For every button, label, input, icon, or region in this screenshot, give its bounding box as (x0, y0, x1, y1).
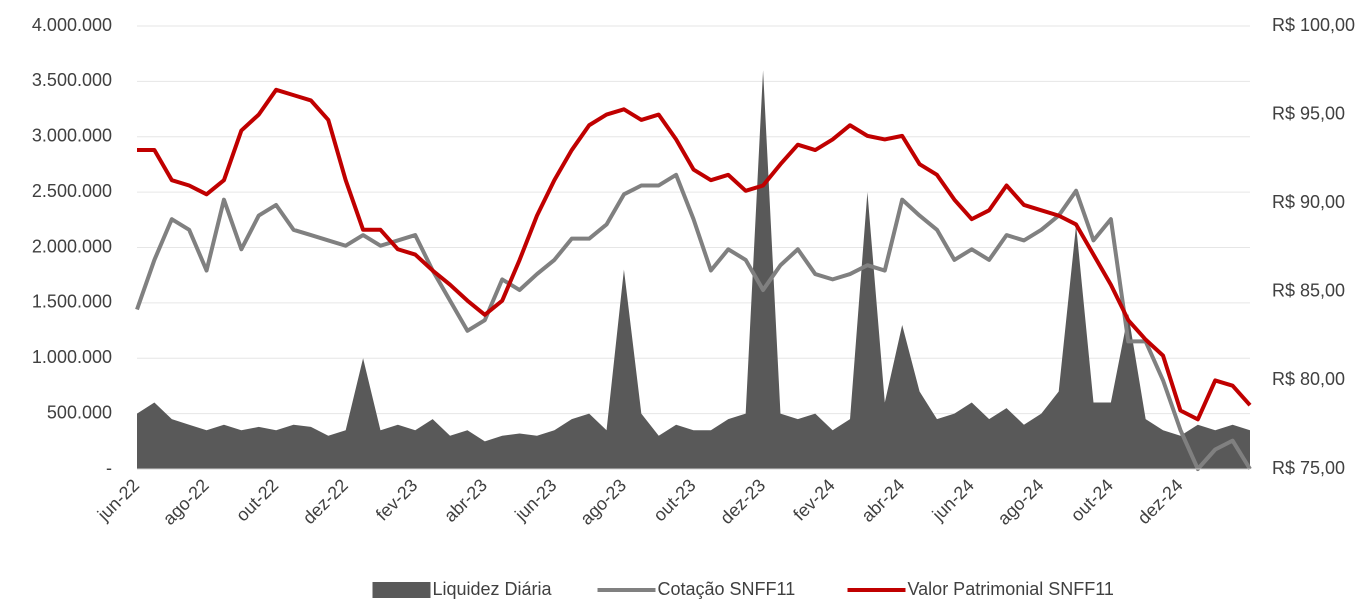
line (135, 172, 1252, 471)
y-tick-label: 1.000.000 (32, 347, 112, 367)
y-tick-label: 4.000.000 (32, 15, 112, 35)
y-tick-label: 1.500.000 (32, 292, 112, 312)
area (137, 70, 1250, 470)
x-tick-label: jun-24 (928, 475, 978, 525)
legend-label: Valor Patrimonial SNFF11 (908, 579, 1114, 599)
line (137, 87, 1252, 422)
y2-tick-label: R$ 75,00 (1272, 458, 1345, 478)
y-tick-label: - (106, 458, 112, 478)
y-tick-label: 2.500.000 (32, 181, 112, 201)
x-tick-label: ago-23 (576, 475, 630, 529)
y2-tick-label: R$ 80,00 (1272, 369, 1345, 389)
legend-swatch (372, 582, 431, 598)
x-tick-label: ago-22 (159, 475, 213, 529)
x-tick-label: jun-22 (93, 475, 143, 525)
x-tick-label: dez-23 (716, 475, 769, 528)
x-tick-label: fev-24 (789, 475, 839, 525)
y-tick-label: 500.000 (47, 402, 112, 422)
x-tick-label: fev-23 (372, 475, 422, 525)
y2-tick-label: R$ 100,00 (1272, 15, 1355, 35)
y2-tick-label: R$ 95,00 (1272, 103, 1345, 123)
y-tick-label: 2.000.000 (32, 236, 112, 256)
y-tick-label: 3.500.000 (32, 70, 112, 90)
x-tick-label: ago-24 (994, 475, 1048, 529)
x-tick-label: out-24 (1067, 475, 1117, 525)
x-tick-label: jun-23 (510, 475, 560, 525)
x-tick-label: out-22 (232, 475, 282, 525)
y2-tick-label: R$ 85,00 (1272, 281, 1345, 301)
x-tick-label: abr-23 (440, 475, 491, 526)
y-tick-label: 3.000.000 (32, 126, 112, 146)
legend-label: Liquidez Diária (433, 579, 553, 599)
x-tick-label: out-23 (649, 475, 699, 525)
x-tick-label: dez-22 (299, 475, 352, 528)
y2-tick-label: R$ 90,00 (1272, 192, 1345, 212)
legend-label: Cotação SNFF11 (658, 579, 796, 599)
x-tick-label: dez-24 (1134, 475, 1187, 528)
x-tick-label: abr-24 (857, 475, 908, 526)
